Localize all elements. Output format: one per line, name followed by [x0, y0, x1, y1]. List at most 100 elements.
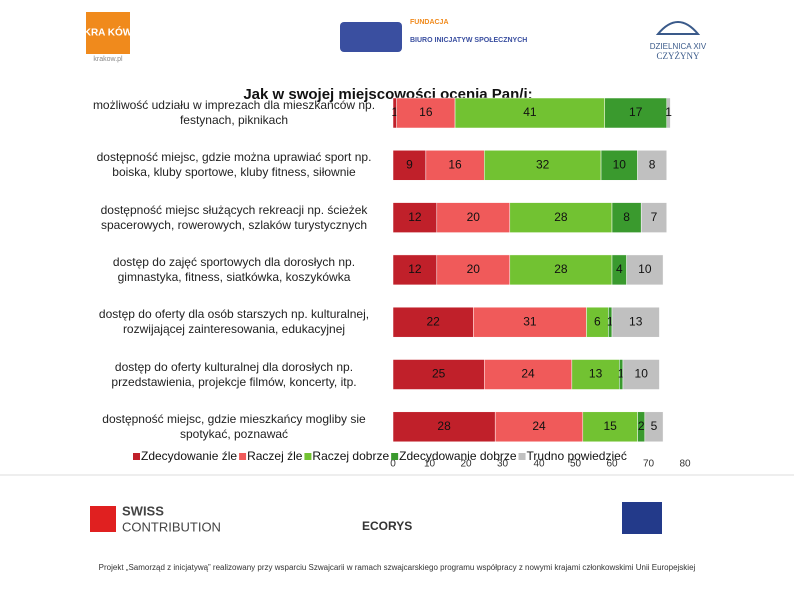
legend-label: Zdecydowanie dobrze	[399, 449, 517, 463]
legend-label: Trudno powiedzieć	[527, 449, 627, 463]
category-label: możliwość udziału w imprezach dla mieszk…	[92, 98, 376, 127]
bis-logo	[340, 22, 402, 52]
bis-text: BIURO INICJATYW SPOŁECZNYCH	[410, 37, 527, 44]
bar-segment	[626, 254, 664, 286]
category-label: dostępność miejsc, gdzie mieszkańcy mogl…	[102, 411, 366, 441]
bar-segment	[436, 202, 511, 233]
bar-segment	[392, 306, 474, 338]
bar-segment	[571, 359, 620, 390]
category-label: dostęp do oferty kulturalnej dla dorosły…	[111, 359, 357, 389]
bar-segment	[396, 97, 456, 129]
data-label: 24	[521, 367, 535, 381]
x-tick-label: 70	[643, 459, 655, 470]
data-label: 24	[532, 419, 546, 433]
data-label: 1	[618, 367, 625, 381]
swiss-text: SWISS	[122, 503, 164, 518]
footer-note: Projekt „Samorząd z inicjatywą” realizow…	[99, 563, 696, 572]
data-label: 25	[432, 367, 446, 381]
legend-swatch	[304, 453, 312, 460]
category-label: dostęp do oferty dla osób starszych np. …	[98, 307, 370, 337]
dzielnica-text: DZIELNICA XIV	[650, 42, 707, 51]
legend-swatch	[518, 453, 526, 460]
data-label: 1	[391, 105, 398, 119]
data-label: 17	[629, 105, 643, 119]
legend-swatch	[239, 453, 247, 460]
legend-label: Zdecydowanie źle	[141, 449, 237, 463]
data-label: 1	[665, 105, 672, 119]
category-label: dostępność miejsc służących rekreacji np…	[100, 202, 368, 232]
data-label: 10	[613, 157, 627, 171]
x-tick-label: 0	[390, 459, 396, 470]
contribution-text: CONTRIBUTION	[122, 519, 221, 534]
data-label: 22	[426, 314, 440, 328]
bar-segment	[425, 150, 485, 181]
bar-segment	[582, 411, 638, 443]
data-label: 12	[408, 210, 422, 224]
data-label: 9	[406, 157, 413, 171]
eu-logo	[622, 502, 662, 534]
x-tick-label: 50	[570, 459, 582, 470]
czyzyny-logo	[655, 21, 701, 35]
bar-segment	[666, 97, 671, 129]
krakow-text: KRA KÓW	[84, 26, 133, 39]
legend-label: Raczej źle	[247, 449, 303, 463]
category-label: dostępność miejsc, gdzie można uprawiać …	[96, 150, 372, 180]
bar-segment	[622, 359, 660, 390]
bar-segment	[509, 254, 613, 286]
data-label: 2	[638, 419, 645, 433]
data-label: 41	[523, 105, 537, 119]
data-label: 16	[419, 105, 433, 119]
swiss-logo	[90, 506, 116, 532]
data-label: 7	[651, 210, 658, 224]
legend-label: Raczej dobrze	[312, 449, 389, 463]
fundacja-text: FUNDACJA	[410, 19, 449, 26]
category-label: dostęp do zajęć sportowych dla dorosłych…	[112, 254, 356, 284]
data-label: 10	[635, 367, 649, 381]
data-label: 20	[467, 262, 481, 276]
bar-segment	[494, 411, 584, 443]
legend-swatch	[133, 453, 140, 460]
bar-segment	[392, 254, 438, 286]
bar-segment	[640, 202, 668, 233]
data-label: 28	[554, 262, 568, 276]
bar-segment	[611, 202, 642, 233]
x-tick-label: 20	[460, 459, 472, 470]
data-label: 31	[523, 314, 537, 328]
data-label: 32	[536, 157, 550, 171]
x-tick-label: 10	[424, 459, 436, 470]
bar-segment	[436, 254, 511, 286]
data-label: 8	[623, 210, 630, 224]
data-label: 20	[467, 210, 481, 224]
x-tick-label: 80	[679, 459, 691, 470]
ecorys-text: ECORYS	[362, 519, 412, 533]
x-tick-label: 40	[533, 459, 545, 470]
data-label: 13	[589, 367, 603, 381]
czyzyny-text: CZYŻYNY	[657, 51, 700, 61]
x-tick-label: 60	[606, 459, 618, 470]
bar-segment	[509, 202, 613, 233]
bar-segment	[392, 411, 496, 443]
krakow-logo	[86, 12, 130, 54]
legend-swatch	[391, 453, 399, 460]
bar-segment	[392, 150, 427, 181]
data-label: 6	[594, 314, 601, 328]
krakow-url: krakow.pl	[93, 56, 123, 63]
x-tick-label: 30	[497, 459, 509, 470]
data-label: 12	[408, 262, 422, 276]
bar-segment	[644, 411, 664, 443]
data-label: 8	[649, 157, 656, 171]
data-label: 1	[607, 314, 614, 328]
bar-segment	[473, 306, 587, 338]
data-label: 16	[448, 157, 462, 171]
data-label: 4	[616, 262, 623, 276]
bar-segment	[484, 359, 573, 390]
bar-segment	[611, 306, 660, 338]
data-label: 10	[638, 262, 652, 276]
bar-segment	[637, 150, 667, 181]
data-label: 13	[629, 314, 643, 328]
data-label: 28	[437, 419, 451, 433]
data-label: 15	[603, 419, 617, 433]
data-label: 28	[554, 210, 568, 224]
